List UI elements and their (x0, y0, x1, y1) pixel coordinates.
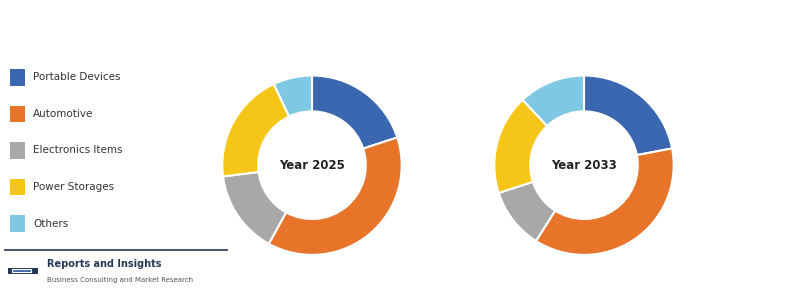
Wedge shape (222, 84, 289, 176)
Text: Automotive: Automotive (34, 109, 94, 119)
Bar (10, 69, 25, 86)
Text: Year 2025: Year 2025 (279, 159, 345, 172)
Wedge shape (269, 137, 402, 255)
Text: Reports and Insights: Reports and Insights (46, 259, 161, 269)
Wedge shape (494, 100, 547, 193)
Wedge shape (498, 182, 555, 241)
Bar (10, 106, 25, 122)
Bar (10, 179, 25, 195)
Bar (9, 268, 38, 274)
Text: Portable Devices: Portable Devices (34, 72, 121, 82)
Text: Business Consulting and Market Research: Business Consulting and Market Research (46, 277, 193, 283)
Text: Power Storages: Power Storages (34, 182, 114, 192)
Text: Electronics Items: Electronics Items (34, 145, 122, 155)
Wedge shape (312, 76, 398, 149)
Wedge shape (223, 172, 286, 244)
Bar (10, 142, 25, 159)
Text: Year 2033: Year 2033 (551, 159, 617, 172)
Text: Others: Others (34, 219, 69, 229)
Wedge shape (522, 76, 584, 126)
Text: INDIA BATTERY MATERIALS MARKET ANALYSIS, BY APPLICATION: INDIA BATTERY MATERIALS MARKET ANALYSIS,… (8, 22, 485, 35)
Bar (12, 269, 31, 273)
Wedge shape (536, 148, 674, 255)
Wedge shape (274, 76, 312, 117)
Bar (10, 215, 25, 232)
Wedge shape (584, 76, 672, 155)
